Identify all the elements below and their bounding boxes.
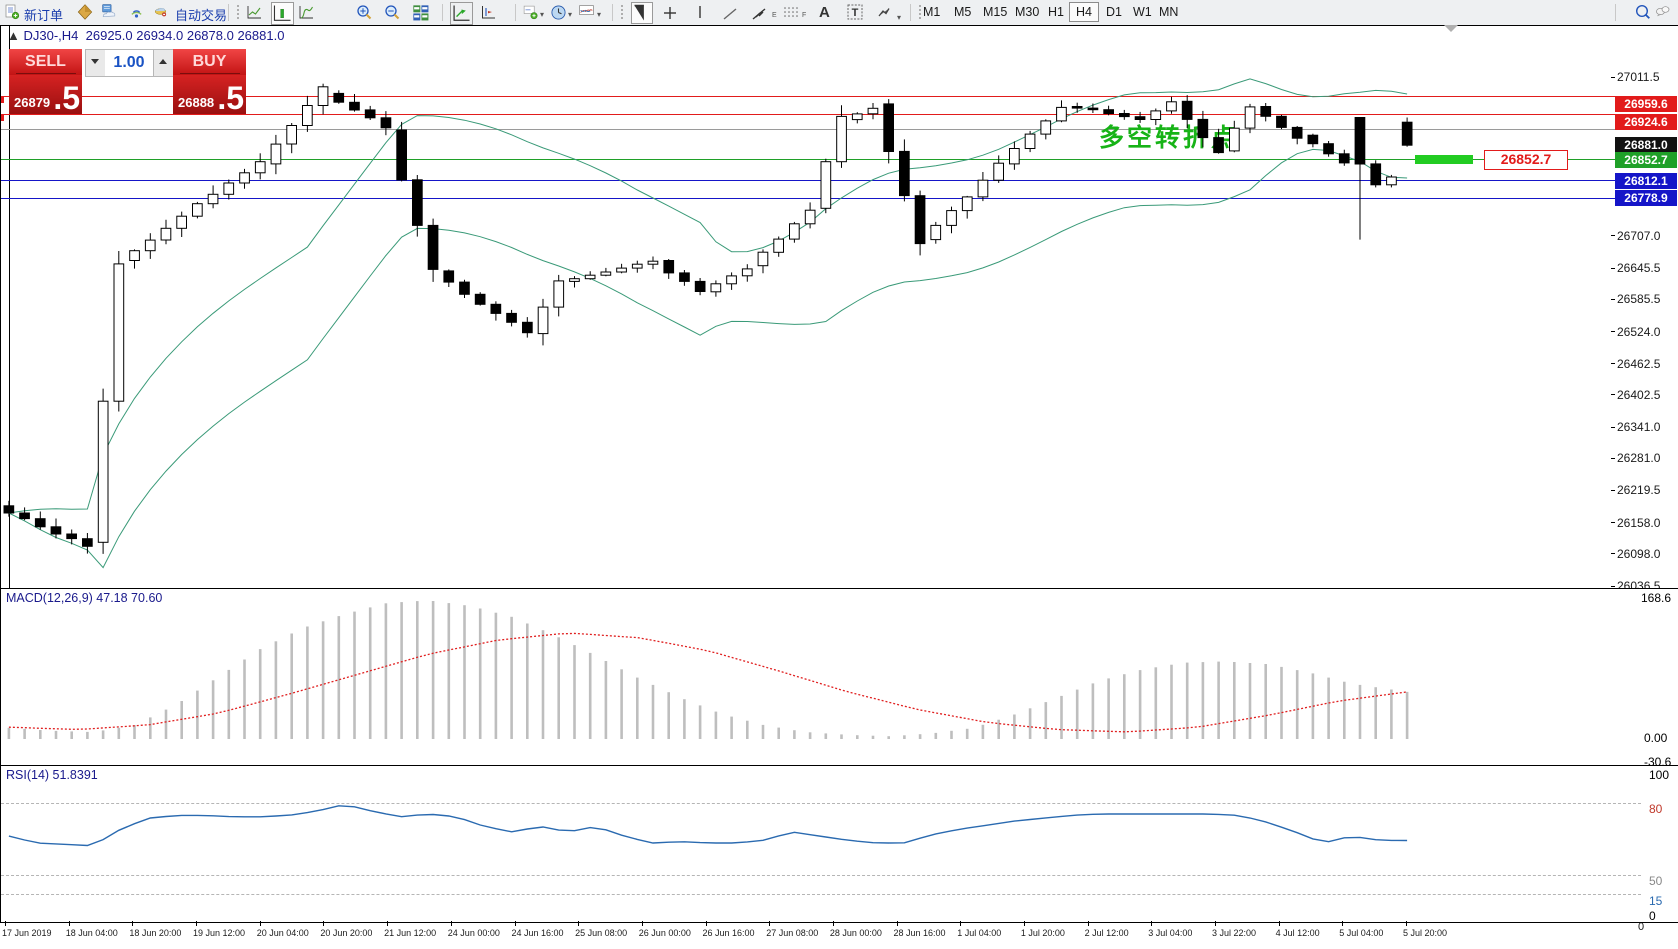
- svg-text:T: T: [852, 7, 859, 19]
